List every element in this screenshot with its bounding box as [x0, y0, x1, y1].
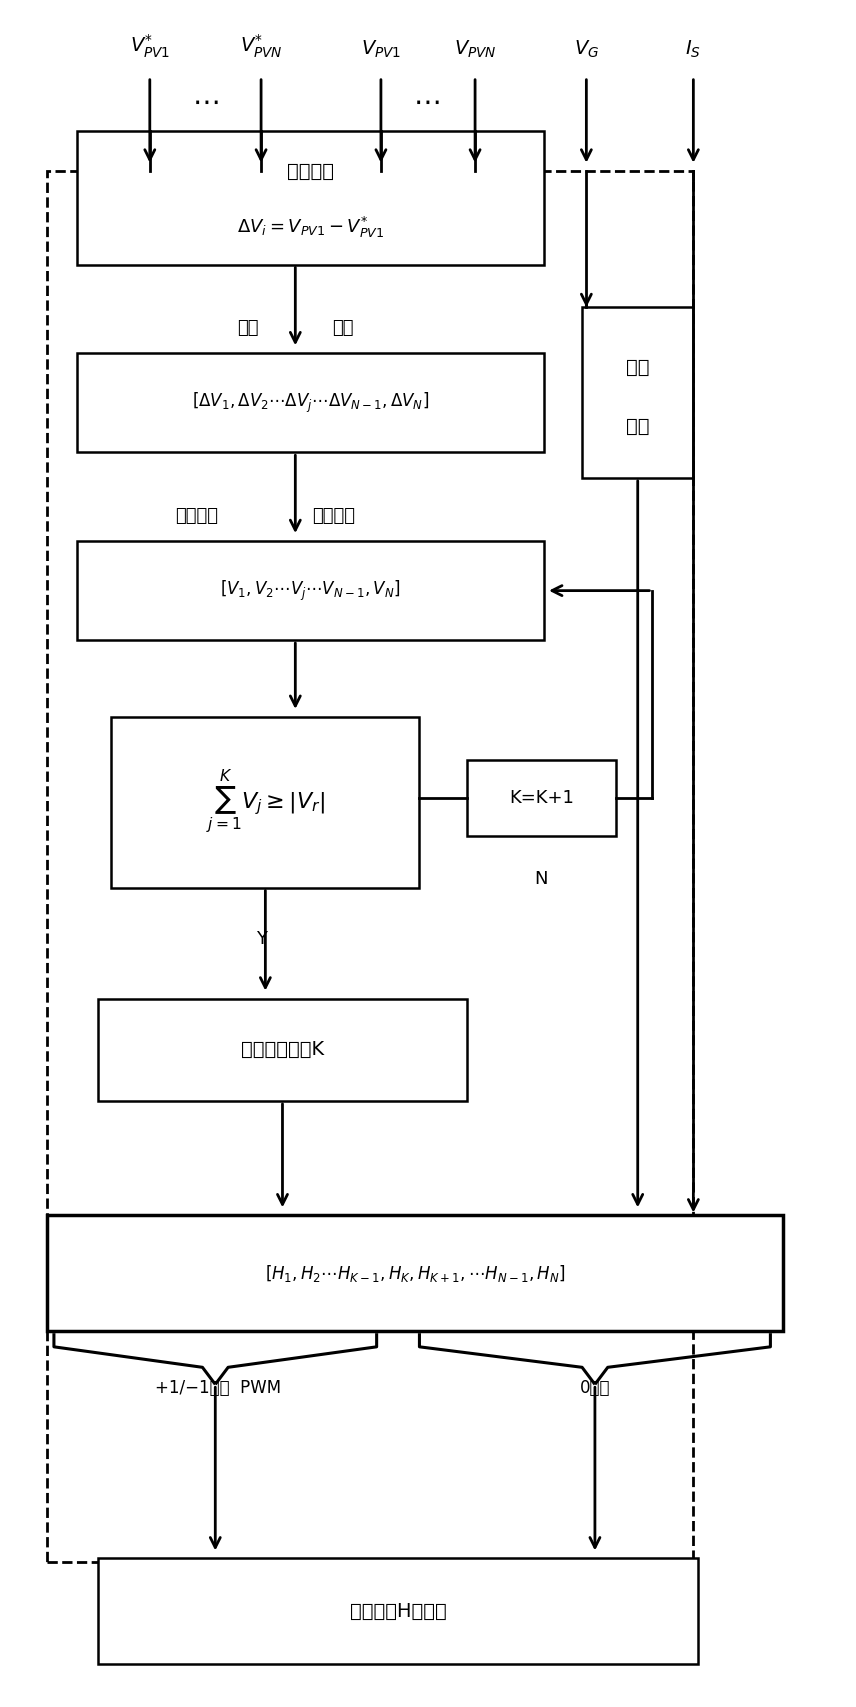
Text: $V_G$: $V_G$: [574, 39, 599, 60]
Text: 0电平: 0电平: [580, 1379, 610, 1396]
Text: 确定电压区间K: 确定电压区间K: [241, 1040, 324, 1060]
Text: $V_{PVN}$: $V_{PVN}$: [454, 39, 496, 60]
Text: $\cdots$: $\cdots$: [413, 89, 440, 116]
Bar: [98, 1558, 698, 1664]
Text: 方向: 方向: [626, 417, 650, 437]
Text: +1/−1电平  PWM: +1/−1电平 PWM: [155, 1379, 282, 1396]
Text: $I_S$: $I_S$: [686, 39, 701, 60]
Bar: [77, 353, 544, 452]
Bar: [467, 760, 616, 836]
Text: $\Delta V_i = V_{PV1} - V_{PV1}^{*}$: $\Delta V_i = V_{PV1} - V_{PV1}^{*}$: [236, 215, 384, 241]
Text: 升序: 升序: [237, 319, 259, 336]
Text: 判断: 判断: [626, 357, 650, 377]
Text: $\sum_{j=1}^{K} V_j \geq |V_r|$: $\sum_{j=1}^{K} V_j \geq |V_r|$: [205, 768, 325, 836]
Text: $[\Delta V_1, \Delta V_2 \cdots \Delta V_j \cdots \Delta V_{N-1}, \Delta V_N]$: $[\Delta V_1, \Delta V_2 \cdots \Delta V…: [192, 391, 429, 415]
Bar: [111, 717, 419, 888]
Text: $V_{PV1}$: $V_{PV1}$: [360, 39, 401, 60]
Text: 排序: 排序: [331, 319, 354, 336]
Text: $\cdots$: $\cdots$: [192, 89, 219, 116]
Bar: [77, 541, 544, 640]
Text: K=K+1: K=K+1: [509, 789, 574, 807]
Text: 物理单元: 物理单元: [312, 507, 355, 524]
Text: 分配到各H桥发波: 分配到各H桥发波: [349, 1601, 447, 1622]
Bar: [582, 307, 693, 478]
Text: $[H_1, H_2 \cdots H_{K-1}, H_K, H_{K+1}, \cdots H_{N-1}, H_N]$: $[H_1, H_2 \cdots H_{K-1}, H_K, H_{K+1},…: [265, 1263, 566, 1284]
Bar: [77, 131, 544, 265]
Text: $V_{PVN}^{*}$: $V_{PVN}^{*}$: [240, 32, 282, 60]
Text: N: N: [535, 871, 548, 888]
Bar: [47, 171, 693, 1562]
Text: $[V_1, V_2 \cdots V_j \cdots V_{N-1}, V_N]$: $[V_1, V_2 \cdots V_j \cdots V_{N-1}, V_…: [220, 579, 401, 603]
Text: Y: Y: [256, 930, 266, 947]
Text: 与之映射: 与之映射: [175, 507, 218, 524]
Bar: [98, 999, 467, 1101]
Text: $V_{PV1}^{*}$: $V_{PV1}^{*}$: [129, 32, 170, 60]
Bar: [47, 1215, 783, 1331]
Text: 计算误差: 计算误差: [287, 162, 334, 181]
